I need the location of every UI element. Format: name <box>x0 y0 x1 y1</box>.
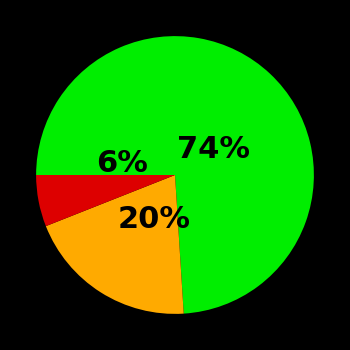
Wedge shape <box>36 175 175 226</box>
Text: 74%: 74% <box>177 135 250 164</box>
Text: 6%: 6% <box>96 149 148 178</box>
Text: 20%: 20% <box>118 205 191 234</box>
Wedge shape <box>36 36 314 314</box>
Wedge shape <box>46 175 184 314</box>
